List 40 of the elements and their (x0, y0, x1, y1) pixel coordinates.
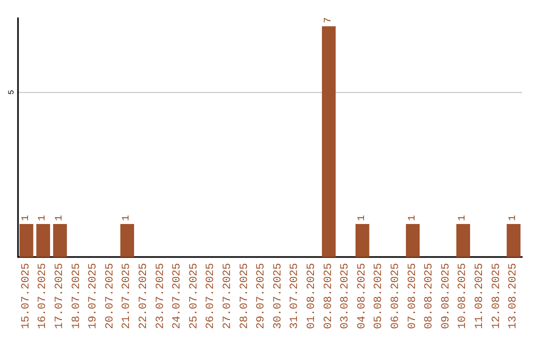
x-tick-label: 13.08.2025 (508, 262, 520, 330)
data-label: 1 (508, 215, 520, 222)
x-tick-label: 17.07.2025 (54, 262, 66, 330)
x-tick-label: 06.08.2025 (390, 262, 402, 330)
x-tick-label: 02.08.2025 (322, 262, 335, 330)
x-tick-label: 09.08.2025 (440, 262, 452, 330)
x-tick-label: 23.07.2025 (154, 262, 167, 330)
x-tick-label: 27.07.2025 (222, 262, 234, 330)
x-tick-label: 25.07.2025 (188, 262, 200, 330)
data-label: 1 (122, 215, 133, 222)
x-tick-label: 16.07.2025 (37, 262, 50, 330)
x-tick-label: 01.08.2025 (306, 262, 318, 330)
data-label: 1 (407, 215, 418, 222)
x-tick-label: 30.07.2025 (272, 262, 284, 330)
data-label: 1 (20, 215, 32, 222)
x-tick-label: 12.08.2025 (490, 262, 503, 330)
data-label: 7 (323, 17, 334, 24)
x-tick-label: 18.07.2025 (70, 262, 83, 330)
x-tick-label: 15.07.2025 (20, 262, 32, 330)
x-tick-label: 10.08.2025 (457, 262, 470, 330)
x-tick-label: 31.07.2025 (289, 262, 302, 330)
x-tick-label: 04.08.2025 (356, 262, 368, 330)
data-label: 1 (458, 215, 469, 222)
data-label: 1 (38, 215, 49, 222)
x-tick-label: 03.08.2025 (340, 262, 352, 330)
x-tick-label: 21.07.2025 (121, 262, 134, 330)
x-tick-label: 29.07.2025 (256, 262, 268, 330)
x-tick-label: 28.07.2025 (238, 262, 251, 330)
x-tick-label: 26.07.2025 (205, 262, 218, 330)
x-tick-label: 05.08.2025 (373, 262, 386, 330)
y-tick-label: 5 (8, 90, 16, 95)
x-tick-label: 11.08.2025 (474, 262, 486, 330)
x-tick-label: 08.08.2025 (424, 262, 436, 330)
x-tick-label: 20.07.2025 (104, 262, 116, 330)
x-tick-label: 24.07.2025 (172, 262, 184, 330)
x-tick-label: 22.07.2025 (138, 262, 150, 330)
x-tick-label: 19.07.2025 (88, 262, 100, 330)
x-tick-label: 07.08.2025 (406, 262, 419, 330)
data-label: 1 (54, 215, 66, 222)
data-label: 1 (356, 215, 368, 222)
